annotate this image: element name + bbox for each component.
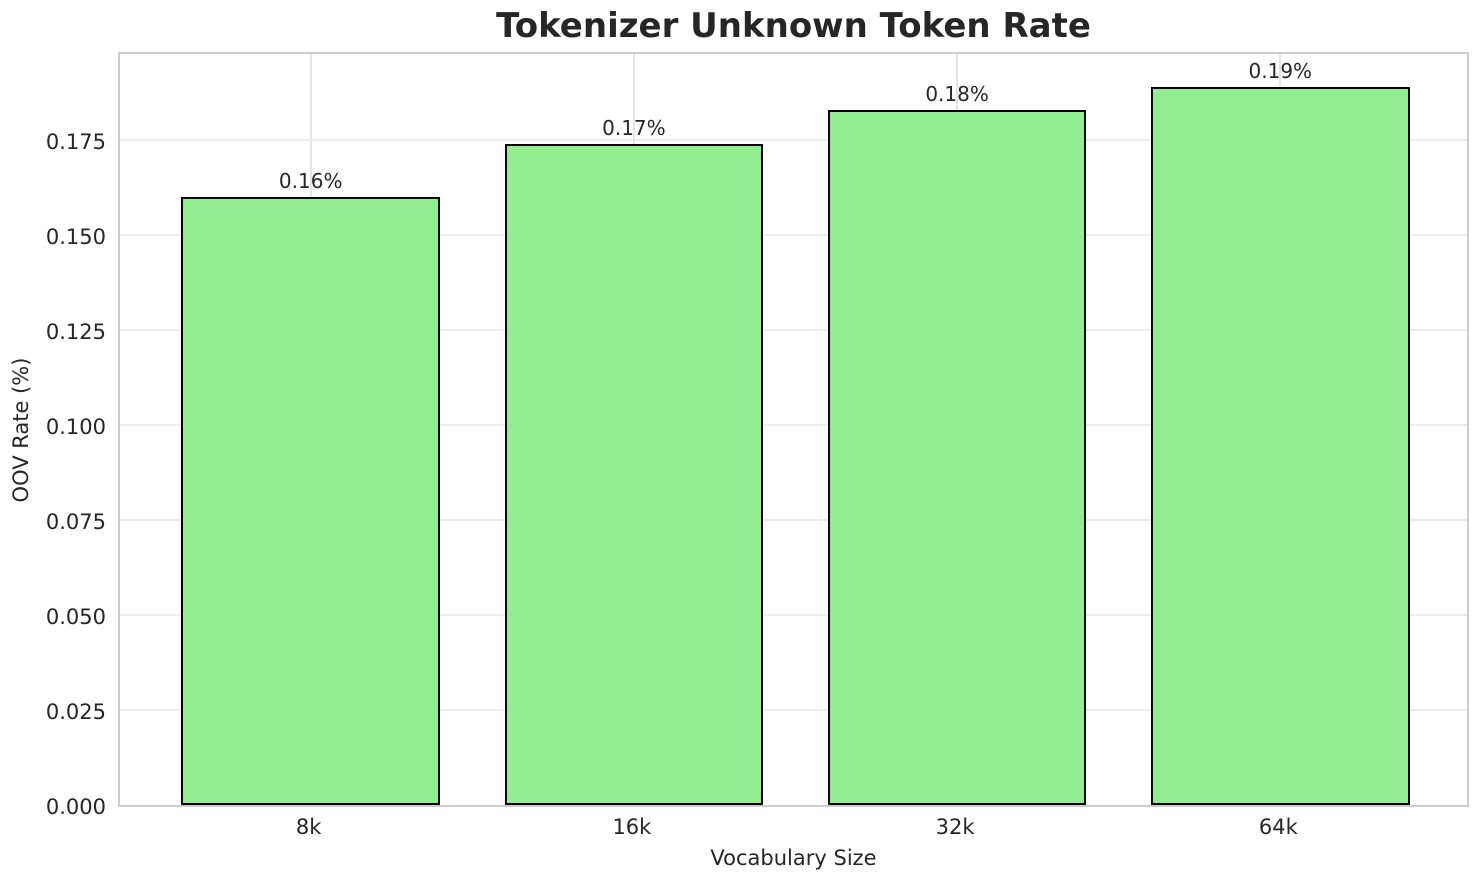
- horizontal-gridline: [120, 424, 1467, 427]
- y-tick-label: 0.000: [45, 795, 106, 819]
- bar-value-label: 0.17%: [602, 115, 666, 140]
- x-tick-label: 16k: [612, 815, 652, 839]
- y-tick-label: 0.100: [45, 415, 106, 440]
- y-tick-label: 0.050: [45, 605, 106, 629]
- bar-8k: [181, 197, 440, 805]
- horizontal-gridline: [120, 709, 1467, 712]
- bar-32k: [827, 109, 1087, 805]
- x-tick-label: 8k: [295, 815, 322, 839]
- plot-area: 0.16% 0.17% 0.18% 0.19%: [118, 52, 1469, 807]
- y-tick-label: 0.125: [45, 320, 106, 345]
- chart-title: Tokenizer Unknown Token Rate: [496, 6, 1091, 46]
- y-tick-label: 0.150: [45, 225, 106, 250]
- bar-64k: [1151, 86, 1410, 805]
- x-tick-label: 64k: [1258, 815, 1298, 839]
- horizontal-gridline: [120, 329, 1467, 332]
- horizontal-gridline: [120, 234, 1467, 237]
- bars-layer: 0.16% 0.17% 0.18% 0.19%: [120, 54, 1467, 805]
- bar-16k: [504, 143, 764, 805]
- bar-value-label: 0.19%: [1248, 58, 1313, 83]
- y-axis-label: OOV Rate (%): [9, 357, 33, 503]
- horizontal-gridline: [120, 519, 1467, 522]
- y-tick-label: 0.075: [45, 510, 106, 535]
- y-tick-label: 0.025: [45, 700, 106, 724]
- horizontal-gridline: [120, 139, 1467, 142]
- bar-value-label: 0.18%: [925, 81, 989, 106]
- x-axis-label: Vocabulary Size: [710, 846, 877, 870]
- y-tick-label: 0.175: [45, 130, 106, 155]
- x-tick-label: 32k: [935, 815, 975, 839]
- horizontal-gridline: [120, 614, 1467, 617]
- bar-value-label: 0.16%: [278, 169, 343, 194]
